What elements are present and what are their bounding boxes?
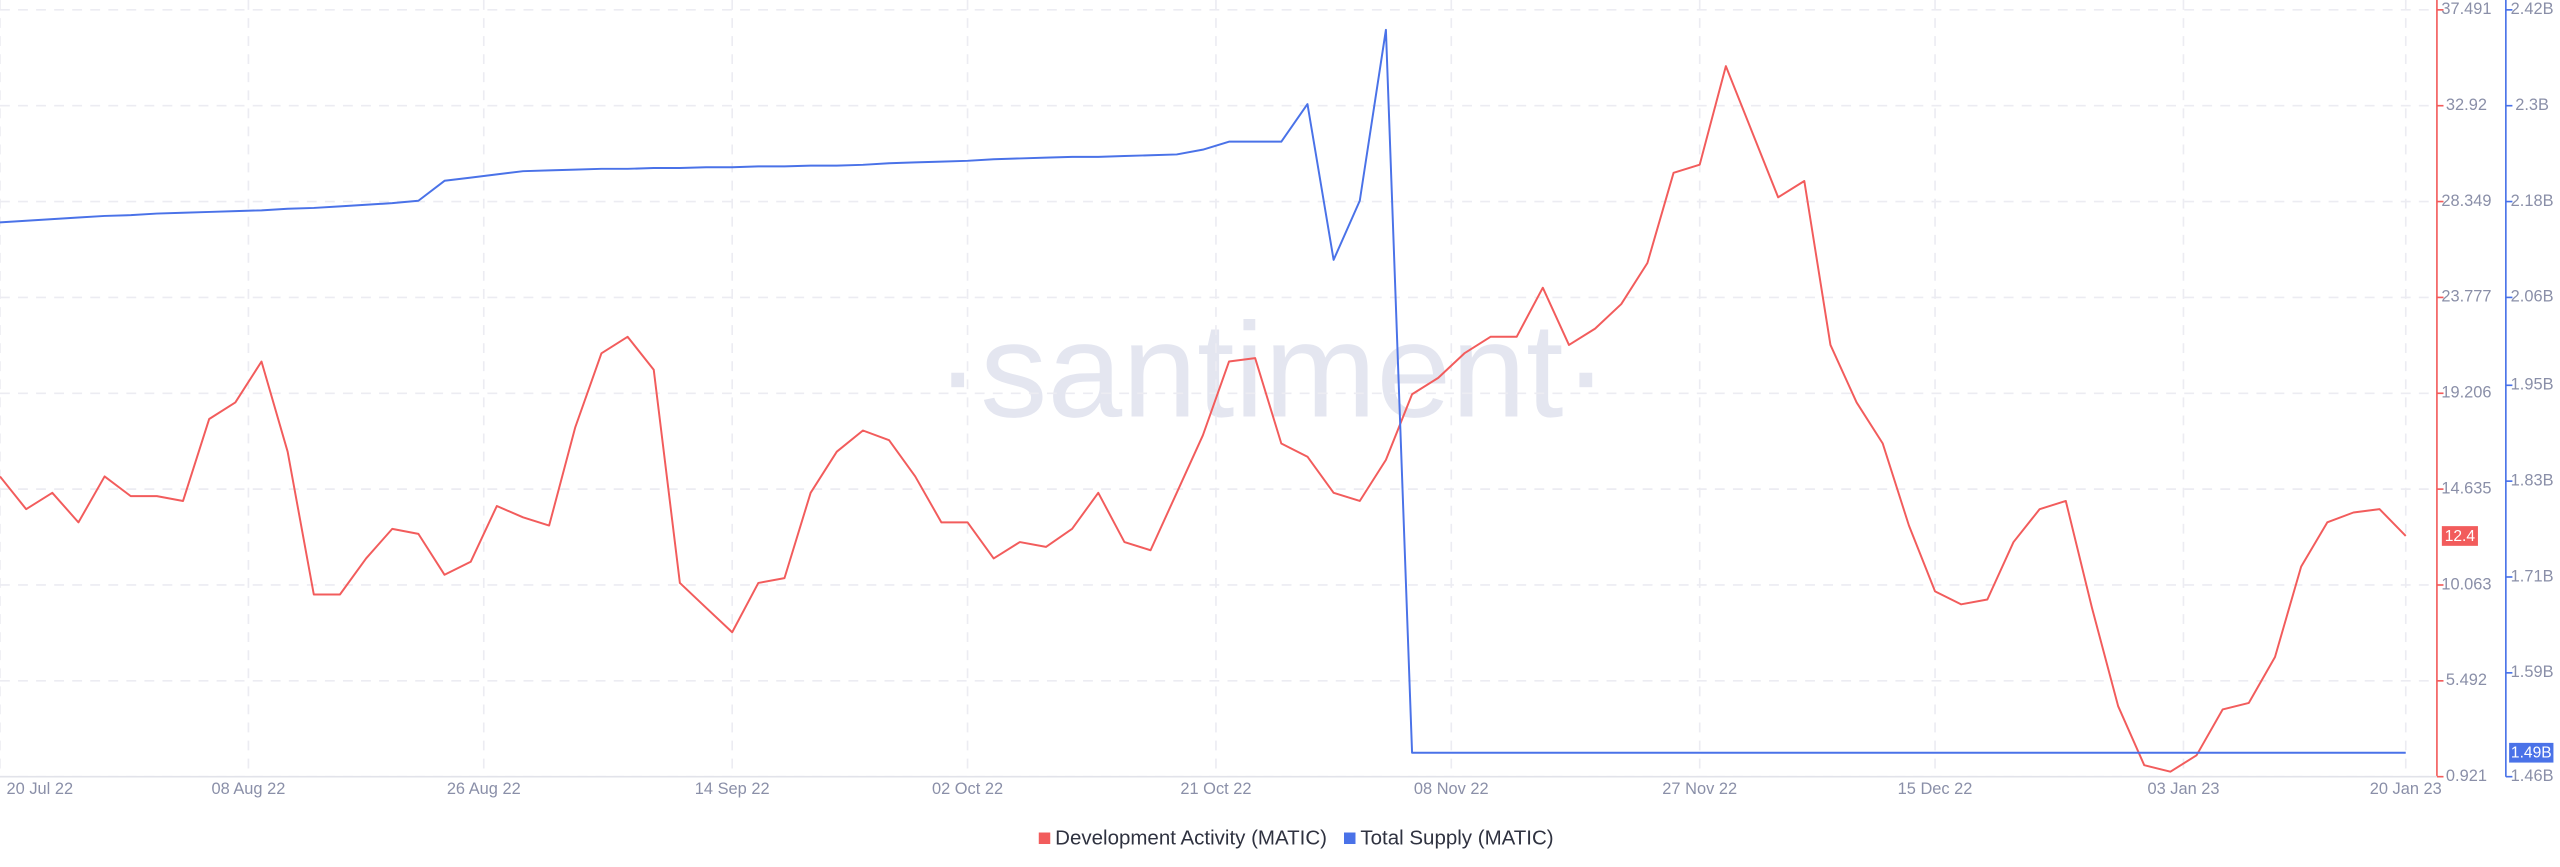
y-tick-label: 5.492 xyxy=(2446,671,2487,689)
y2-tick-label: 2.18B xyxy=(2511,192,2554,210)
x-tick-label: 20 Jan 23 xyxy=(2370,780,2442,798)
y2-tick-label: 1.59B xyxy=(2511,663,2554,681)
y-tick-label: 10.063 xyxy=(2441,575,2491,593)
legend-swatch xyxy=(1038,832,1051,845)
y-tick-label: 28.349 xyxy=(2441,192,2491,210)
watermark: ·santiment· xyxy=(935,294,1608,445)
y2-tick-label: 2.06B xyxy=(2511,288,2554,306)
y-tick-label: 19.206 xyxy=(2441,384,2491,402)
legend-label: Development Activity (MATIC) xyxy=(1055,827,1327,850)
x-tick-label: 08 Nov 22 xyxy=(1414,780,1489,798)
y2-tick-label: 1.95B xyxy=(2511,376,2554,394)
last-value-label: 1.49B xyxy=(2511,745,2552,762)
x-tick-label: 27 Nov 22 xyxy=(1662,780,1737,798)
x-tick-label: 15 Dec 22 xyxy=(1898,780,1973,798)
y-tick-label: 0.921 xyxy=(2446,767,2487,785)
legend-swatch xyxy=(1344,832,1356,845)
y2-tick-label: 1.71B xyxy=(2511,567,2554,585)
y-tick-label: 32.92 xyxy=(2446,96,2487,114)
series-line xyxy=(0,28,2406,754)
y2-tick-label: 1.46B xyxy=(2511,767,2554,785)
series-line xyxy=(0,65,2407,773)
x-tick-label: 14 Sep 22 xyxy=(695,780,770,798)
y-tick-label: 37.491 xyxy=(2441,0,2491,18)
y2-tick-label: 2.3B xyxy=(2515,96,2549,114)
x-tick-label: 03 Jan 23 xyxy=(2147,780,2219,798)
x-tick-label: 21 Oct 22 xyxy=(1180,780,1251,798)
legend-label: Total Supply (MATIC) xyxy=(1360,827,1553,850)
x-tick-label: 26 Aug 22 xyxy=(447,780,521,798)
y2-tick-label: 1.83B xyxy=(2511,471,2554,489)
last-value-badge xyxy=(2441,526,2478,546)
last-value-label: 12.4 xyxy=(2445,528,2476,545)
x-tick-label: 20 Jul 22 xyxy=(7,780,74,798)
y-tick-label: 23.777 xyxy=(2441,288,2491,306)
x-tick-label: 08 Aug 22 xyxy=(211,780,285,798)
y2-tick-label: 2.42B xyxy=(2511,0,2554,18)
x-tick-label: 02 Oct 22 xyxy=(932,780,1003,798)
y-tick-label: 14.635 xyxy=(2441,479,2491,497)
last-value-badge xyxy=(2509,742,2554,763)
